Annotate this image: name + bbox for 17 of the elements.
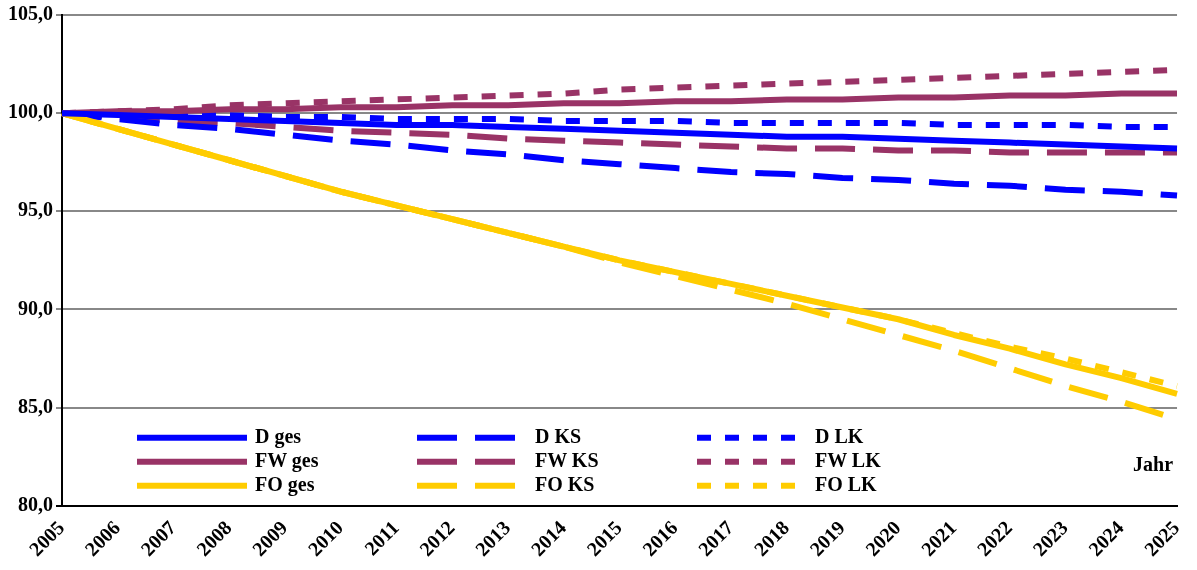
x-axis-title: Jahr — [1133, 452, 1174, 475]
y-tick-label: 85,0 — [18, 394, 53, 417]
x-tick-label: 2011 — [359, 516, 403, 560]
y-tick-label: 80,0 — [18, 492, 53, 515]
legend-label: FO LK — [815, 472, 878, 495]
legend-label: FO ges — [255, 472, 315, 496]
y-tick-label: 90,0 — [18, 296, 53, 319]
legend-label: D KS — [535, 424, 582, 447]
legend-label: D ges — [255, 424, 302, 448]
legend-label: D LK — [815, 424, 864, 447]
legend-label: FW ges — [255, 448, 319, 472]
y-tick-label: 100,0 — [8, 100, 53, 123]
legend-label: FW LK — [815, 448, 882, 471]
y-tick-label: 95,0 — [18, 198, 53, 221]
y-tick-label: 105,0 — [8, 2, 53, 25]
legend-label: FO KS — [535, 472, 595, 495]
legend-label: FW KS — [535, 448, 599, 471]
